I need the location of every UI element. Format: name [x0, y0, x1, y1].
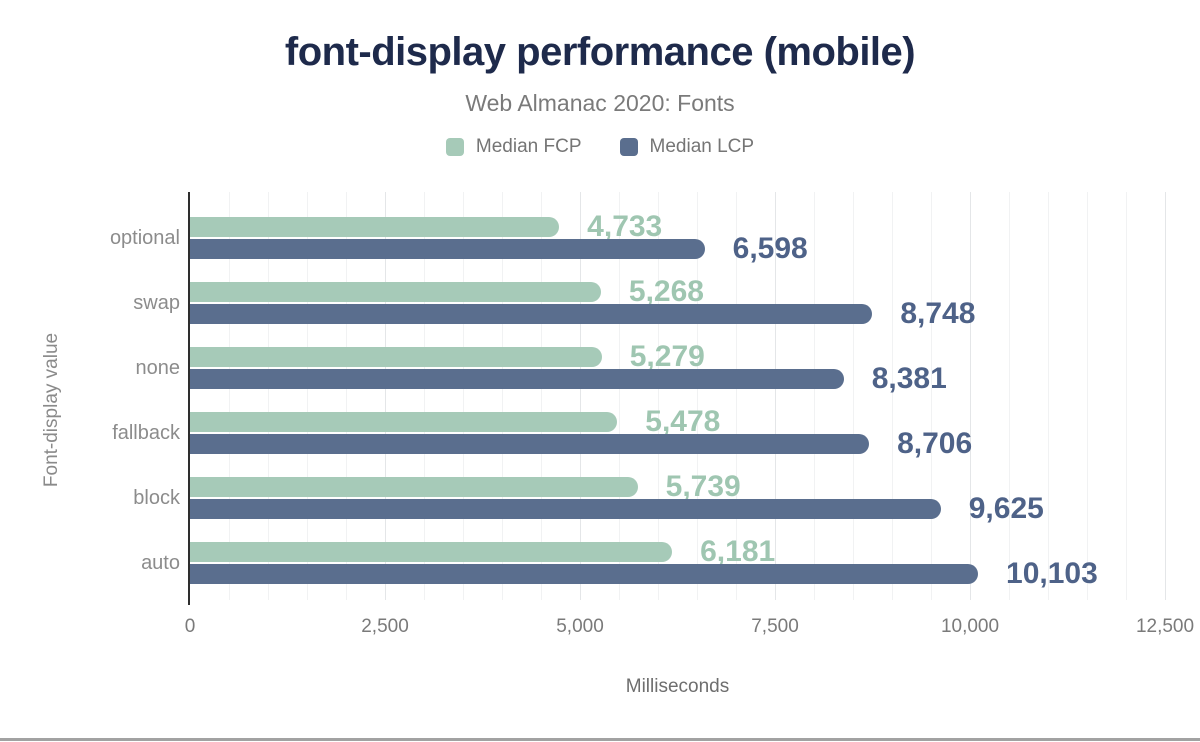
x-tick-label: 5,000 [556, 616, 604, 637]
plot-area: 4,733 6,598 5,268 8,748 5,279 8,381 5,478 8,706… [188, 192, 1166, 605]
lcp-bar-block [190, 499, 941, 519]
legend-swatch-icon [445, 138, 464, 156]
legend-item: Median FCP [445, 136, 582, 158]
lcp-value-label-optional: 6,598 [732, 232, 808, 265]
bottom-divider [0, 738, 1200, 741]
gridline [268, 192, 269, 600]
bar-pair-swap: 5,268 8,748 [190, 275, 1165, 330]
lcp-bar-auto [190, 564, 979, 584]
gridline [775, 192, 776, 600]
gridline [1009, 192, 1010, 600]
bar-pair-fallback: 5,478 8,706 [190, 405, 1165, 460]
x-axis-ticks: 0 2,500 5,000 7,500 10,000 12,500 [185, 616, 1194, 640]
gridline [463, 192, 464, 600]
category-label-block: block [133, 487, 180, 509]
lcp-bar-swap [190, 304, 873, 324]
bar-pair-optional: 4,733 6,598 [190, 210, 1165, 265]
lcp-value-label-block: 9,625 [968, 492, 1044, 525]
gridline [502, 192, 503, 600]
gridline [697, 192, 698, 600]
lcp-value-label-auto: 10,103 [1006, 557, 1098, 590]
gridline [307, 192, 308, 600]
chart-title: font-display performance (mobile) [284, 30, 916, 74]
category-label-auto: auto [141, 552, 180, 574]
lcp-bar-fallback [190, 434, 870, 454]
x-tick-label: 0 [184, 616, 196, 637]
gridline [346, 192, 347, 600]
bar-pair-none: 5,279 8,381 [190, 340, 1165, 395]
legend-swatch-icon [619, 138, 638, 156]
bar-pair-block: 5,739 9,625 [190, 470, 1165, 525]
gridline [1165, 192, 1166, 600]
bar-pair-auto: 6,181 10,103 [190, 535, 1165, 590]
category-label-fallback: fallback [112, 422, 180, 444]
lcp-value-label-none: 8,381 [871, 362, 947, 395]
category-label-optional: optional [109, 227, 180, 249]
gridline [541, 192, 542, 600]
legend-item: Median LCP [619, 136, 755, 158]
legend: Median FCP Median LCP [0, 136, 1200, 158]
gridline [892, 192, 893, 600]
fcp-value-label-swap: 5,268 [628, 275, 704, 308]
gridline [853, 192, 854, 600]
gridline [970, 192, 971, 600]
gridline [658, 192, 659, 600]
fcp-value-label-block: 5,739 [665, 470, 741, 503]
lcp-value-label-swap: 8,748 [900, 297, 976, 330]
fcp-value-label-optional: 4,733 [587, 210, 663, 243]
gridline [1048, 192, 1049, 600]
fcp-value-label-none: 5,279 [629, 340, 705, 373]
category-label-swap: swap [133, 292, 180, 314]
gridline [1126, 192, 1127, 600]
legend-label: Median LCP [649, 136, 755, 157]
fcp-bar-optional [190, 217, 560, 237]
category-label-none: none [135, 357, 181, 379]
gridline [229, 192, 230, 600]
fcp-bar-swap [190, 282, 601, 302]
fcp-bar-none [190, 347, 602, 367]
fcp-bar-auto [190, 542, 673, 562]
x-tick-label: 10,000 [940, 616, 1000, 637]
x-axis-title: Milliseconds [625, 676, 730, 697]
x-tick-label: 7,500 [751, 616, 799, 637]
gridline [1087, 192, 1088, 600]
fcp-bar-block [190, 477, 638, 497]
y-axis-title: Font-display value [41, 332, 62, 488]
gridline [736, 192, 737, 600]
legend-label: Median FCP [475, 136, 582, 157]
gridline [814, 192, 815, 600]
lcp-bar-none [190, 369, 844, 389]
gridline [424, 192, 425, 600]
fcp-bar-fallback [190, 412, 618, 432]
gridline [385, 192, 386, 600]
chart-subtitle: Web Almanac 2020: Fonts [465, 90, 735, 116]
lcp-value-label-fallback: 8,706 [897, 427, 973, 460]
fcp-value-label-auto: 6,181 [700, 535, 776, 568]
x-tick-label: 2,500 [361, 616, 409, 637]
fcp-value-label-fallback: 5,478 [645, 405, 721, 438]
y-axis-line [188, 192, 190, 605]
lcp-bar-optional [190, 239, 705, 259]
gridline [619, 192, 620, 600]
gridline [931, 192, 932, 600]
x-tick-label: 12,500 [1135, 616, 1195, 637]
gridline [580, 192, 581, 600]
